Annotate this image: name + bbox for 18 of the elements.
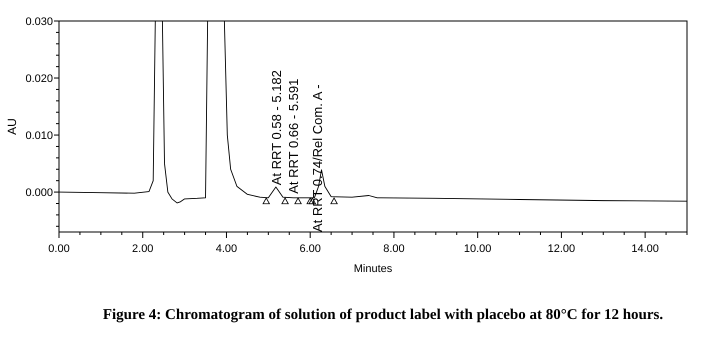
- x-tick-label: 4.00: [216, 243, 238, 255]
- x-tick-label: 14.00: [631, 243, 659, 255]
- text: Figure 4: Chromatogram of solution of product label with placebo at 80°C for 12 hours.: [102, 307, 664, 323]
- y-axis-title: AU: [5, 118, 19, 135]
- x-tick-label: 8.00: [383, 243, 405, 255]
- x-axis-title: Minutes: [354, 263, 393, 275]
- y-tick-label: 0.000: [25, 187, 53, 200]
- y-tick-label: 0.020: [25, 73, 53, 86]
- x-tick-label: 0.00: [48, 243, 70, 255]
- x-tick-label: 10.00: [464, 243, 492, 255]
- y-tick-label: 0.010: [25, 130, 53, 142]
- annotation: At RRT 0.58 - 5.182: [268, 70, 284, 186]
- annotation: At RRT 0.74/Rel Com. A -: [310, 84, 325, 232]
- x-tick-label: 2.00: [132, 243, 154, 255]
- x-tick-label: 6.00: [299, 243, 321, 255]
- y-tick-label: 0.030: [25, 16, 53, 28]
- x-tick-label: 12.00: [548, 243, 576, 255]
- annotation: At RRT 0.66 - 5.591: [286, 78, 302, 194]
